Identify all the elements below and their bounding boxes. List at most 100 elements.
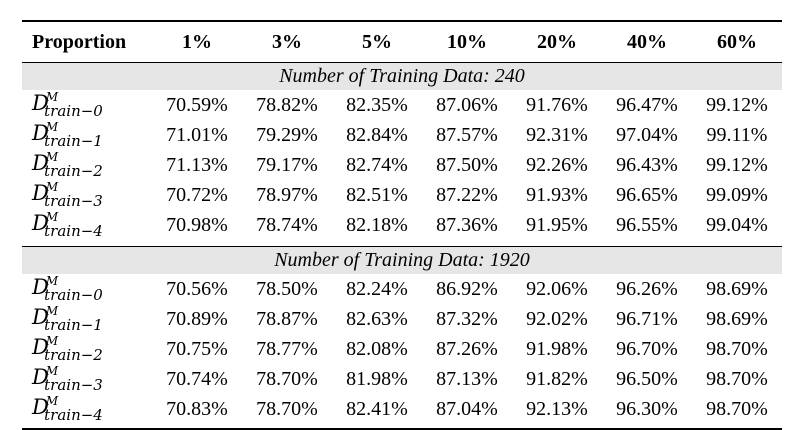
table-cell: 70.74% — [166, 367, 228, 390]
table-row: DMtrain−2 70.75% 78.77% 82.08% 87.26% 91.98% 9… — [22, 334, 782, 364]
table-cell: 82.08% — [346, 337, 408, 360]
header-3pct: 3% — [272, 30, 302, 53]
dataset-subscript: train−1 — [44, 316, 103, 334]
dataset-superscript: M — [45, 90, 59, 104]
table-cell: 79.29% — [256, 123, 318, 146]
table-cell: 91.76% — [526, 93, 588, 116]
header-10pct: 10% — [447, 30, 487, 53]
dataset-symbol: D — [32, 275, 49, 299]
table-cell: 92.26% — [526, 153, 588, 176]
table-row: DMtrain−4 70.98% 78.74% 82.18% 87.36% 91.95% 9… — [22, 210, 782, 247]
table-cell: 99.04% — [706, 213, 768, 236]
table-cell: 98.70% — [706, 337, 768, 360]
table-cell: 70.72% — [166, 183, 228, 206]
table-cell: 78.77% — [256, 337, 318, 360]
table-cell: 71.01% — [166, 123, 228, 146]
table-cell: 92.02% — [526, 307, 588, 330]
table-cell: 98.69% — [706, 277, 768, 300]
table-cell: 82.18% — [346, 213, 408, 236]
table-cell: 96.50% — [616, 367, 678, 390]
table-row: DMtrain−3 70.72% 78.97% 82.51% 87.22% 91.93% 9… — [22, 180, 782, 210]
section-title-row: Number of Training Data: 240 — [22, 62, 782, 90]
table-cell: 92.31% — [526, 123, 588, 146]
dataset-symbol: D — [32, 335, 49, 359]
dataset-subscript: train−3 — [44, 376, 103, 394]
row-label: DMtrain−2 — [22, 334, 152, 364]
row-label: DMtrain−4 — [22, 394, 152, 429]
row-label: DMtrain−4 — [22, 210, 152, 247]
section-title: Number of Training Data: 1920 — [22, 246, 782, 274]
table-cell: 87.13% — [436, 367, 498, 390]
table-cell: 82.41% — [346, 397, 408, 420]
table-cell: 82.24% — [346, 277, 408, 300]
table-cell: 78.50% — [256, 277, 318, 300]
table-cell: 99.12% — [706, 153, 768, 176]
table-cell: 96.65% — [616, 183, 678, 206]
table-cell: 91.95% — [526, 213, 588, 236]
header-row: Proportion 1% 3% 5% 10% 20% 40% 60% — [22, 21, 782, 63]
row-label: DMtrain−1 — [22, 120, 152, 150]
table-cell: 78.82% — [256, 93, 318, 116]
table-cell: 98.69% — [706, 307, 768, 330]
dataset-superscript: M — [45, 364, 59, 378]
table-cell: 87.06% — [436, 93, 498, 116]
table-row: DMtrain−1 71.01% 79.29% 82.84% 87.57% 92.31% 9… — [22, 120, 782, 150]
dataset-subscript: train−4 — [44, 406, 103, 424]
table-row: DMtrain−3 70.74% 78.70% 81.98% 87.13% 91.82% 9… — [22, 364, 782, 394]
table-cell: 91.82% — [526, 367, 588, 390]
table-cell: 87.22% — [436, 183, 498, 206]
dataset-subscript: train−0 — [44, 286, 103, 304]
table-cell: 92.13% — [526, 397, 588, 420]
dataset-subscript: train−0 — [44, 102, 103, 120]
table-cell: 96.26% — [616, 277, 678, 300]
table-cell: 71.13% — [166, 153, 228, 176]
table-cell: 78.97% — [256, 183, 318, 206]
section-title-row: Number of Training Data: 1920 — [22, 246, 782, 274]
table-cell: 96.71% — [616, 307, 678, 330]
header-60pct: 60% — [717, 30, 757, 53]
header-5pct: 5% — [362, 30, 392, 53]
dataset-superscript: M — [45, 394, 59, 408]
row-label: DMtrain−1 — [22, 304, 152, 334]
dataset-subscript: train−2 — [44, 346, 103, 364]
results-table: Proportion 1% 3% 5% 10% 20% 40% 60% Numb… — [22, 20, 782, 430]
dataset-superscript: M — [45, 150, 59, 164]
table-cell: 87.26% — [436, 337, 498, 360]
header-proportion: Proportion — [32, 30, 127, 53]
table-row: DMtrain−0 70.56% 78.50% 82.24% 86.92% 92.06% 9… — [22, 274, 782, 304]
dataset-subscript: train−2 — [44, 162, 103, 180]
table-cell: 70.75% — [166, 337, 228, 360]
dataset-symbol: D — [32, 395, 49, 419]
header-20pct: 20% — [537, 30, 577, 53]
dataset-symbol: D — [32, 365, 49, 389]
dataset-symbol: D — [32, 151, 49, 175]
table-cell: 82.51% — [346, 183, 408, 206]
row-label: DMtrain−3 — [22, 180, 152, 210]
section-1920: Number of Training Data: 1920 DMtrain−0 70… — [22, 246, 782, 429]
table-cell: 82.84% — [346, 123, 408, 146]
table-cell: 78.70% — [256, 367, 318, 390]
table-cell: 96.47% — [616, 93, 678, 116]
table-cell: 87.36% — [436, 213, 498, 236]
dataset-symbol: D — [32, 91, 49, 115]
dataset-symbol: D — [32, 211, 49, 235]
table-cell: 96.43% — [616, 153, 678, 176]
table-cell: 96.70% — [616, 337, 678, 360]
row-label: DMtrain−3 — [22, 364, 152, 394]
table-cell: 81.98% — [346, 367, 408, 390]
table-cell: 86.92% — [436, 277, 498, 300]
dataset-symbol: D — [32, 305, 49, 329]
results-table-container: Proportion 1% 3% 5% 10% 20% 40% 60% Numb… — [22, 20, 782, 430]
row-label: DMtrain−2 — [22, 150, 152, 180]
table-cell: 98.70% — [706, 367, 768, 390]
table-cell: 82.63% — [346, 307, 408, 330]
table-row: DMtrain−1 70.89% 78.87% 82.63% 87.32% 92.02% 9… — [22, 304, 782, 334]
dataset-superscript: M — [45, 334, 59, 348]
dataset-symbol: D — [32, 181, 49, 205]
table-cell: 82.74% — [346, 153, 408, 176]
table-row: DMtrain−0 70.59% 78.82% 82.35% 87.06% 91.76% 9… — [22, 90, 782, 120]
dataset-subscript: train−1 — [44, 132, 103, 150]
dataset-superscript: M — [45, 210, 59, 224]
table-cell: 70.83% — [166, 397, 228, 420]
table-cell: 78.74% — [256, 213, 318, 236]
